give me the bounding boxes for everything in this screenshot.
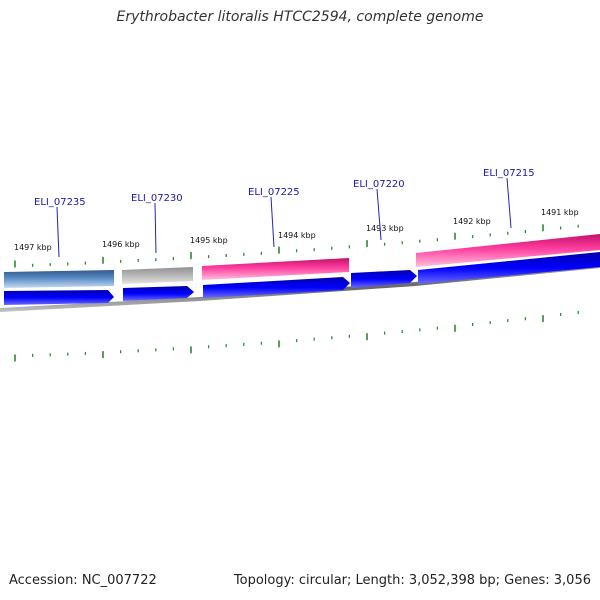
genome-summary-text: Topology: circular; Length: 3,052,398 bp… [233, 573, 591, 588]
cds-arrow-ELI_07230 [123, 286, 194, 301]
scale-label: 1495 kbp [190, 236, 228, 245]
gene-label: ELI_07220 [353, 179, 405, 190]
leader-line [270, 196, 275, 248]
outer-scale-ticks [14, 224, 579, 268]
scale-label: 1493 kbp [366, 224, 404, 233]
gene-label: ELI_07225 [248, 187, 300, 198]
scale-label: 1496 kbp [102, 240, 140, 249]
cds-arrow-ELI_07220 [351, 270, 417, 288]
inner-scale-ticks [14, 310, 579, 362]
scale-label: 1497 kbp [14, 243, 52, 252]
gene-label: ELI_07230 [131, 193, 183, 204]
gene-label: ELI_07215 [483, 168, 535, 179]
feature-pink-left [202, 258, 349, 280]
cds-arrow-ELI_07215 [418, 252, 600, 284]
accession-text: Accession: NC_007722 [9, 573, 157, 588]
scale-labels: 1497 kbp 1496 kbp 1495 kbp 1494 kbp 1493… [14, 208, 579, 252]
feature-pink-right [416, 234, 600, 267]
leader-line [506, 177, 512, 229]
leader-line [154, 202, 157, 254]
scale-label: 1494 kbp [278, 231, 316, 240]
map-title: Erythrobacter litoralis HTCC2594, comple… [116, 9, 484, 25]
gene-label-leaders [56, 177, 512, 258]
feature-steelblue [4, 270, 114, 288]
cds-arrow-ELI_07225 [203, 277, 350, 298]
leader-line [376, 188, 382, 241]
scale-label: 1492 kbp [453, 217, 491, 226]
cds-arrow-ELI_07235 [4, 290, 114, 305]
feature-gray [122, 267, 193, 284]
gene-label: ELI_07235 [34, 197, 86, 208]
scale-label: 1491 kbp [541, 208, 579, 217]
leader-line [56, 206, 60, 258]
gene-labels: ELI_07235 ELI_07230 ELI_07225 ELI_07220 … [34, 168, 535, 208]
